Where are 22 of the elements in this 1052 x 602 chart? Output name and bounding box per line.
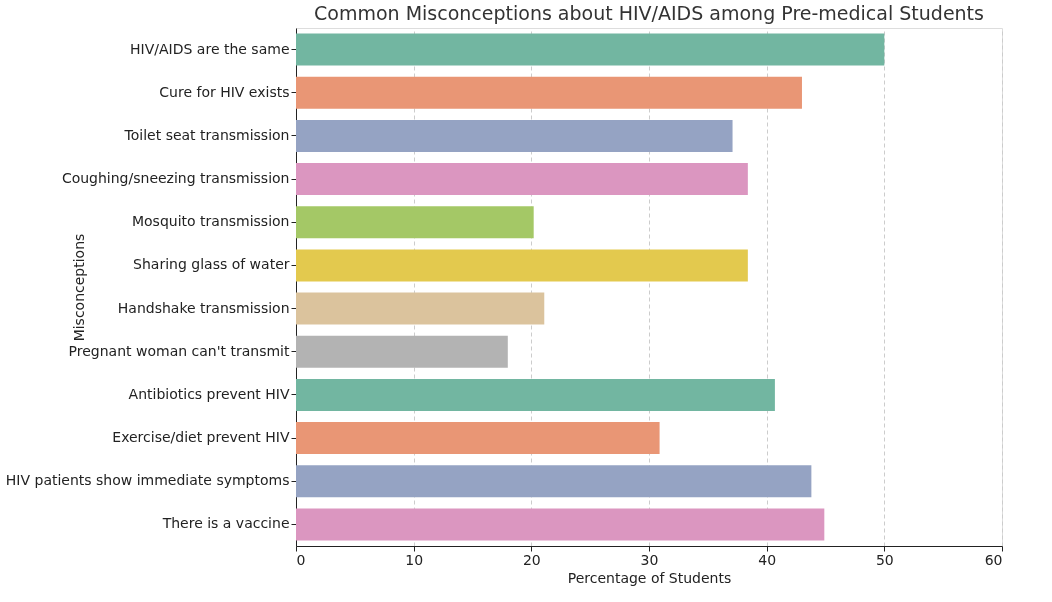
y-tick-label: Toilet seat transmission bbox=[123, 126, 290, 143]
x-tick-label: 60 bbox=[984, 551, 1003, 568]
x-axis-title: Percentage of Students bbox=[567, 569, 732, 586]
y-tick-label: HIV patients show immediate symptoms bbox=[5, 472, 290, 489]
y-tick-label: Coughing/sneezing transmission bbox=[61, 170, 290, 187]
x-tick-label: 40 bbox=[758, 551, 777, 568]
y-tick-label: Handshake transmission bbox=[117, 299, 290, 316]
x-tick-label: 0 bbox=[296, 551, 306, 568]
x-tick-label: 20 bbox=[522, 551, 541, 568]
x-tick-label: 30 bbox=[640, 551, 659, 568]
y-tick-label: Antibiotics prevent HIV bbox=[128, 385, 290, 402]
y-tick-label: Pregnant woman can't transmit bbox=[68, 342, 290, 359]
y-tick-label: There is a vaccine bbox=[161, 515, 290, 532]
chart-title: Common Misconceptions about HIV/AIDS among Pre-medical Students bbox=[314, 2, 984, 24]
y-tick-label: HIV/AIDS are the same bbox=[130, 40, 290, 57]
y-axis-title: Misconceptions bbox=[70, 233, 87, 342]
x-tick-label: 50 bbox=[875, 551, 894, 568]
x-tick-label: 10 bbox=[405, 551, 424, 568]
y-tick-label: Cure for HIV exists bbox=[159, 83, 290, 100]
y-tick-label: Exercise/diet prevent HIV bbox=[112, 429, 290, 446]
y-tick-label: Sharing glass of water bbox=[133, 256, 290, 273]
y-tick-label: Mosquito transmission bbox=[131, 213, 290, 230]
